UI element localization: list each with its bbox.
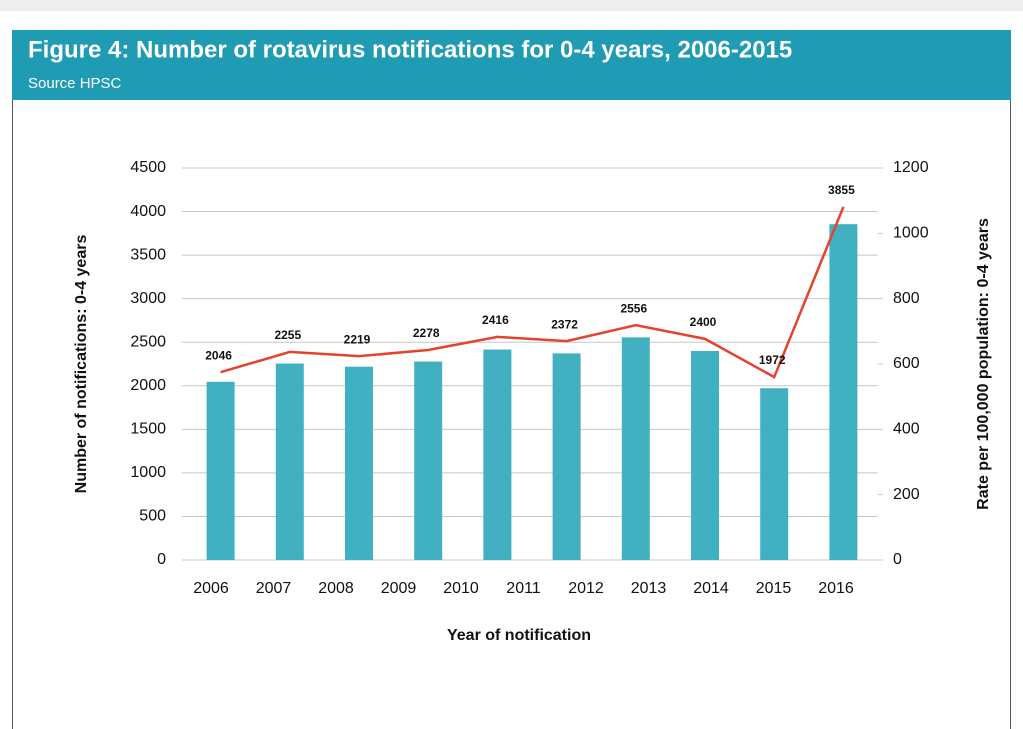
x-tick-label: 2007: [256, 580, 292, 597]
y-tick-label: 4500: [130, 159, 166, 176]
y-tick-label: 4000: [130, 203, 166, 220]
data-label: 2416: [482, 313, 509, 327]
bar: [275, 363, 304, 560]
data-label: 2219: [344, 332, 371, 346]
x-tick-label: 2015: [756, 580, 792, 597]
top-strip: [0, 0, 1023, 11]
bar: [829, 224, 858, 561]
x-tick-label: 2011: [506, 580, 541, 597]
y2-tick-label: 1200: [893, 159, 929, 176]
x-axis-title: Year of notification: [447, 627, 591, 644]
data-label: 3855: [828, 183, 855, 197]
x-tick-label: 2006: [193, 580, 229, 597]
x-tick-label: 2014: [693, 580, 729, 597]
x-tick-label: 2013: [631, 580, 667, 597]
line: [220, 206, 845, 379]
x-tick-label: 2009: [381, 580, 417, 597]
y-tick-label: 3000: [130, 290, 166, 307]
x-tick-label: 2010: [443, 580, 479, 597]
y2-tick-label: 1000: [893, 225, 929, 242]
y2-axis-title: Rate per 100,000 population: 0-4 years: [975, 218, 992, 510]
y-tick-label: 1000: [130, 464, 166, 481]
y-axis-title: Number of notifications: 0-4 years: [73, 235, 90, 494]
y-tick-label: 3500: [130, 246, 166, 263]
x-tick-label: 2012: [568, 580, 604, 597]
data-label: 2046: [205, 348, 232, 362]
x-tick-label: 2016: [818, 580, 854, 597]
y-tick-label: 1500: [130, 421, 166, 438]
y2-tick-label: 600: [893, 355, 920, 372]
y-tick-label: 0: [157, 551, 166, 568]
y-tick-label: 2500: [130, 333, 166, 350]
data-label: 2255: [274, 328, 301, 342]
bar: [414, 361, 443, 560]
data-label: 2372: [551, 317, 578, 331]
y-tick-label: 2000: [130, 377, 166, 394]
y-tick-label: 500: [139, 508, 166, 525]
bar: [691, 350, 719, 560]
x-tick-label: 2008: [318, 580, 354, 597]
bar: [760, 388, 789, 560]
data-label: 2400: [690, 315, 717, 329]
data-label: 2556: [620, 301, 647, 315]
bar: [206, 381, 235, 560]
y2-tick-label: 0: [893, 551, 902, 568]
data-label: 2278: [413, 326, 440, 340]
y2-tick-label: 800: [893, 290, 920, 307]
bar: [483, 349, 512, 560]
y2-tick-label: 400: [893, 421, 920, 438]
bar: [621, 337, 650, 560]
y2-tick-label: 200: [893, 486, 920, 503]
data-label: 1972: [759, 353, 786, 367]
header-bar: [12, 30, 1011, 100]
bar: [345, 366, 373, 560]
chart-title: Figure 4: Number of rotavirus notificati…: [28, 36, 792, 63]
chart-subtitle: Source HPSC: [28, 75, 122, 92]
bar: [552, 353, 581, 560]
